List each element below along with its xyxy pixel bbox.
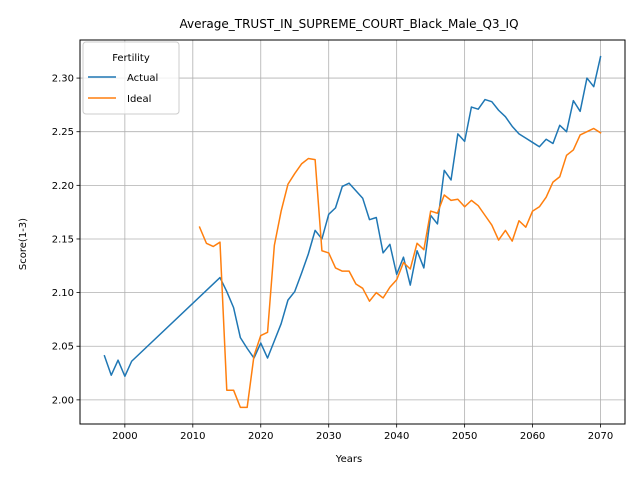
y-axis-label: Score(1-3)	[18, 218, 29, 270]
x-axis-label: Years	[335, 454, 362, 465]
plot-frame	[79, 39, 626, 425]
x-tick-label: 2030	[316, 431, 341, 442]
series-line-ideal	[198, 127, 602, 409]
x-tick-label: 2020	[248, 431, 273, 442]
y-tick-label: 2.30	[52, 74, 74, 85]
x-axis: 2000 2010 2020 2030 2040 2050 2060 2070	[112, 424, 613, 442]
y-axis: 2.00 2.05 2.10 2.15 2.20 2.25 2.30	[52, 74, 80, 406]
y-tick-label: 2.25	[52, 127, 74, 138]
legend-label-actual: Actual	[127, 73, 158, 84]
grid-lines	[80, 40, 625, 424]
chart-title: Average_TRUST_IN_SUPREME_COURT_Black_Mal…	[179, 17, 518, 31]
y-tick-label: 2.20	[52, 181, 74, 192]
y-tick-label: 2.15	[52, 234, 74, 245]
legend-box	[82, 41, 180, 115]
x-tick-label: 2000	[112, 431, 137, 442]
y-tick-label: 2.05	[52, 342, 74, 353]
legend: Fertility Actual Ideal	[82, 41, 180, 115]
legend-title: Fertility	[112, 53, 150, 64]
y-tick-label: 2.00	[52, 395, 74, 406]
y-tick-label: 2.10	[52, 288, 74, 299]
x-tick-label: 2050	[452, 431, 477, 442]
x-tick-label: 2010	[180, 431, 205, 442]
x-tick-label: 2040	[384, 431, 409, 442]
series-layer	[103, 55, 602, 409]
legend-label-ideal: Ideal	[127, 94, 151, 105]
x-tick-label: 2060	[520, 431, 545, 442]
x-tick-label: 2070	[588, 431, 613, 442]
series-line-actual	[103, 55, 602, 378]
